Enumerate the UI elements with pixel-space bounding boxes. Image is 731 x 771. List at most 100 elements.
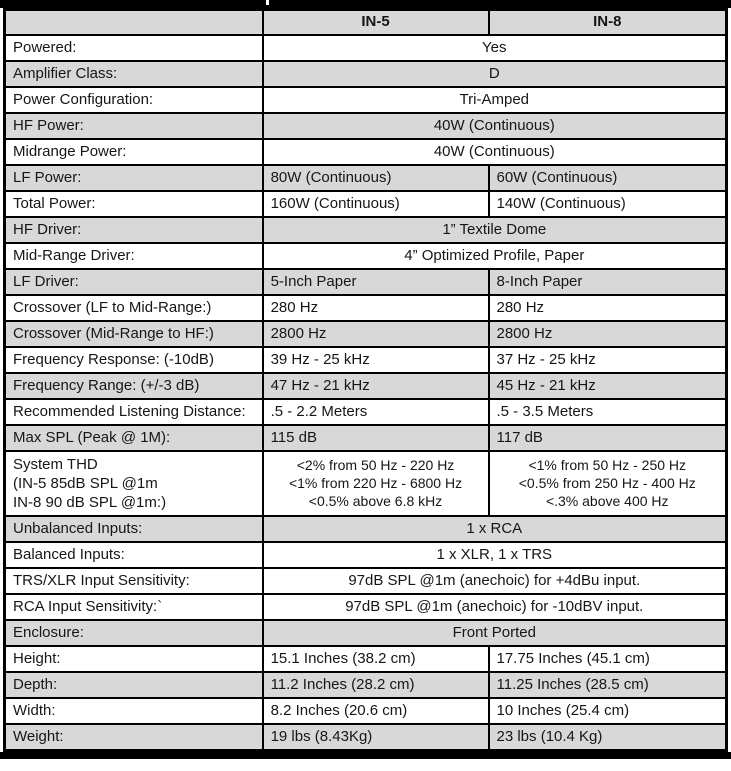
spec-row-frequency-response: Frequency Response: (-10dB) 39 Hz - 25 k…: [3, 345, 728, 374]
spec-value-in5: .5 - 2.2 Meters: [261, 397, 490, 426]
spec-label: Mid-Range Driver:: [3, 241, 264, 270]
spec-row-lf-driver: LF Driver: 5-Inch Paper 8-Inch Paper: [3, 267, 728, 296]
spec-row-crossover-lf-mid: Crossover (LF to Mid-Range:) 280 Hz 280 …: [3, 293, 728, 322]
spec-row-max-spl: Max SPL (Peak @ 1M): 115 dB 117 dB: [3, 423, 728, 452]
spec-label: Height:: [3, 644, 264, 673]
spec-value-in8: 2800 Hz: [487, 319, 728, 348]
spec-value-shared: 40W (Continuous): [261, 111, 728, 140]
spec-label: Frequency Response: (-10dB): [3, 345, 264, 374]
spec-value-in8: 140W (Continuous): [487, 189, 728, 218]
spec-label: Depth:: [3, 670, 264, 699]
spec-row-power-configuration: Power Configuration: Tri-Amped: [3, 85, 728, 114]
spec-row-mid-range-driver: Mid-Range Driver: 4” Optimized Profile, …: [3, 241, 728, 270]
spec-value-shared: 4” Optimized Profile, Paper: [261, 241, 728, 270]
spec-value-in5: 160W (Continuous): [261, 189, 490, 218]
spec-value-shared: 97dB SPL @1m (anechoic) for +4dBu input.: [261, 566, 728, 595]
spec-value-in8: <1% from 50 Hz - 250 Hz <0.5% from 250 H…: [487, 449, 728, 517]
spec-row-unbalanced-inputs: Unbalanced Inputs: 1 x RCA: [3, 514, 728, 543]
spec-label: TRS/XLR Input Sensitivity:: [3, 566, 264, 595]
spec-value-in8: 11.25 Inches (28.5 cm): [487, 670, 728, 699]
spec-value-in5: <2% from 50 Hz - 220 Hz <1% from 220 Hz …: [261, 449, 490, 517]
spec-value-in5: 47 Hz - 21 kHz: [261, 371, 490, 400]
spec-value-in5: 15.1 Inches (38.2 cm): [261, 644, 490, 673]
spec-value-in8: .5 - 3.5 Meters: [487, 397, 728, 426]
spec-row-listening-distance: Recommended Listening Distance: .5 - 2.2…: [3, 397, 728, 426]
spec-row-frequency-range: Frequency Range: (+/-3 dB) 47 Hz - 21 kH…: [3, 371, 728, 400]
spec-value-in8: 45 Hz - 21 kHz: [487, 371, 728, 400]
spec-row-enclosure: Enclosure: Front Ported: [3, 618, 728, 647]
spec-label: Powered:: [3, 33, 264, 62]
spec-row-hf-power: HF Power: 40W (Continuous): [3, 111, 728, 140]
spec-label: Crossover (Mid-Range to HF:): [3, 319, 264, 348]
spec-row-rca-sensitivity: RCA Input Sensitivity:` 97dB SPL @1m (an…: [3, 592, 728, 621]
column-header-in8: IN-8: [487, 8, 728, 36]
spec-value-in8: 280 Hz: [487, 293, 728, 322]
spec-label: Unbalanced Inputs:: [3, 514, 264, 543]
spec-label: HF Driver:: [3, 215, 264, 244]
spec-row-midrange-power: Midrange Power: 40W (Continuous): [3, 137, 728, 166]
spec-value-shared: 97dB SPL @1m (anechoic) for -10dBV input…: [261, 592, 728, 621]
spec-row-weight: Weight: 19 lbs (8.43Kg) 23 lbs (10.4 Kg): [3, 722, 728, 751]
spec-value-shared: 1 x XLR, 1 x TRS: [261, 540, 728, 569]
spec-row-trs-xlr-sensitivity: TRS/XLR Input Sensitivity: 97dB SPL @1m …: [3, 566, 728, 595]
spec-value-in5: 280 Hz: [261, 293, 490, 322]
spec-label: Width:: [3, 696, 264, 725]
spec-value-shared: Yes: [261, 33, 728, 62]
spec-row-height: Height: 15.1 Inches (38.2 cm) 17.75 Inch…: [3, 644, 728, 673]
spec-label: LF Power:: [3, 163, 264, 192]
spec-row-system-thd: System THD (IN-5 85dB SPL @1m IN-8 90 dB…: [3, 449, 728, 517]
spec-value-in8: 8-Inch Paper: [487, 267, 728, 296]
spec-value-in5: 5-Inch Paper: [261, 267, 490, 296]
spec-label: Amplifier Class:: [3, 59, 264, 88]
spec-row-powered: Powered: Yes: [3, 33, 728, 62]
spec-label: Max SPL (Peak @ 1M):: [3, 423, 264, 452]
spec-label: Weight:: [3, 722, 264, 751]
spec-value-in5: 39 Hz - 25 kHz: [261, 345, 490, 374]
spec-value-shared: 40W (Continuous): [261, 137, 728, 166]
spec-label: Crossover (LF to Mid-Range:): [3, 293, 264, 322]
spec-value-shared: 1” Textile Dome: [261, 215, 728, 244]
spec-value-shared: D: [261, 59, 728, 88]
spec-value-in8: 10 Inches (25.4 cm): [487, 696, 728, 725]
spec-value-in8: 37 Hz - 25 kHz: [487, 345, 728, 374]
spec-value-in5: 19 lbs (8.43Kg): [261, 722, 490, 751]
spec-label: HF Power:: [3, 111, 264, 140]
spec-row-amplifier-class: Amplifier Class: D: [3, 59, 728, 88]
top-bar-column-divider: [266, 0, 269, 5]
spec-label: Frequency Range: (+/-3 dB): [3, 371, 264, 400]
spec-label: Midrange Power:: [3, 137, 264, 166]
spec-row-crossover-mid-hf: Crossover (Mid-Range to HF:) 2800 Hz 280…: [3, 319, 728, 348]
spec-value-shared: Front Ported: [261, 618, 728, 647]
spec-value-in5: 115 dB: [261, 423, 490, 452]
spec-label: Recommended Listening Distance:: [3, 397, 264, 426]
spec-value-in5: 80W (Continuous): [261, 163, 490, 192]
spec-label: Enclosure:: [3, 618, 264, 647]
spec-value-in5: 2800 Hz: [261, 319, 490, 348]
header-row: IN-5 IN-8: [3, 8, 728, 36]
spec-value-in8: 117 dB: [487, 423, 728, 452]
spec-value-shared: Tri-Amped: [261, 85, 728, 114]
spec-label: Balanced Inputs:: [3, 540, 264, 569]
spec-value-shared: 1 x RCA: [261, 514, 728, 543]
bottom-border-bar: [0, 751, 731, 759]
column-header-blank: [3, 8, 264, 36]
spec-label: LF Driver:: [3, 267, 264, 296]
spec-row-width: Width: 8.2 Inches (20.6 cm) 10 Inches (2…: [3, 696, 728, 725]
spec-value-in5: 8.2 Inches (20.6 cm): [261, 696, 490, 725]
spec-label: Total Power:: [3, 189, 264, 218]
spec-row-balanced-inputs: Balanced Inputs: 1 x XLR, 1 x TRS: [3, 540, 728, 569]
spec-table: IN-5 IN-8 Powered: Yes Amplifier Class: …: [3, 8, 728, 752]
spec-value-in8: 17.75 Inches (45.1 cm): [487, 644, 728, 673]
spec-value-in8: 23 lbs (10.4 Kg): [487, 722, 728, 751]
spec-label: Power Configuration:: [3, 85, 264, 114]
spec-row-total-power: Total Power: 160W (Continuous) 140W (Con…: [3, 189, 728, 218]
spec-label: RCA Input Sensitivity:`: [3, 592, 264, 621]
spec-row-hf-driver: HF Driver: 1” Textile Dome: [3, 215, 728, 244]
top-border-bar: [0, 0, 731, 8]
spec-row-lf-power: LF Power: 80W (Continuous) 60W (Continuo…: [3, 163, 728, 192]
spec-value-in8: 60W (Continuous): [487, 163, 728, 192]
spec-row-depth: Depth: 11.2 Inches (28.2 cm) 11.25 Inche…: [3, 670, 728, 699]
spec-label: System THD (IN-5 85dB SPL @1m IN-8 90 dB…: [3, 449, 264, 517]
column-header-in5: IN-5: [261, 8, 490, 36]
spec-value-in5: 11.2 Inches (28.2 cm): [261, 670, 490, 699]
